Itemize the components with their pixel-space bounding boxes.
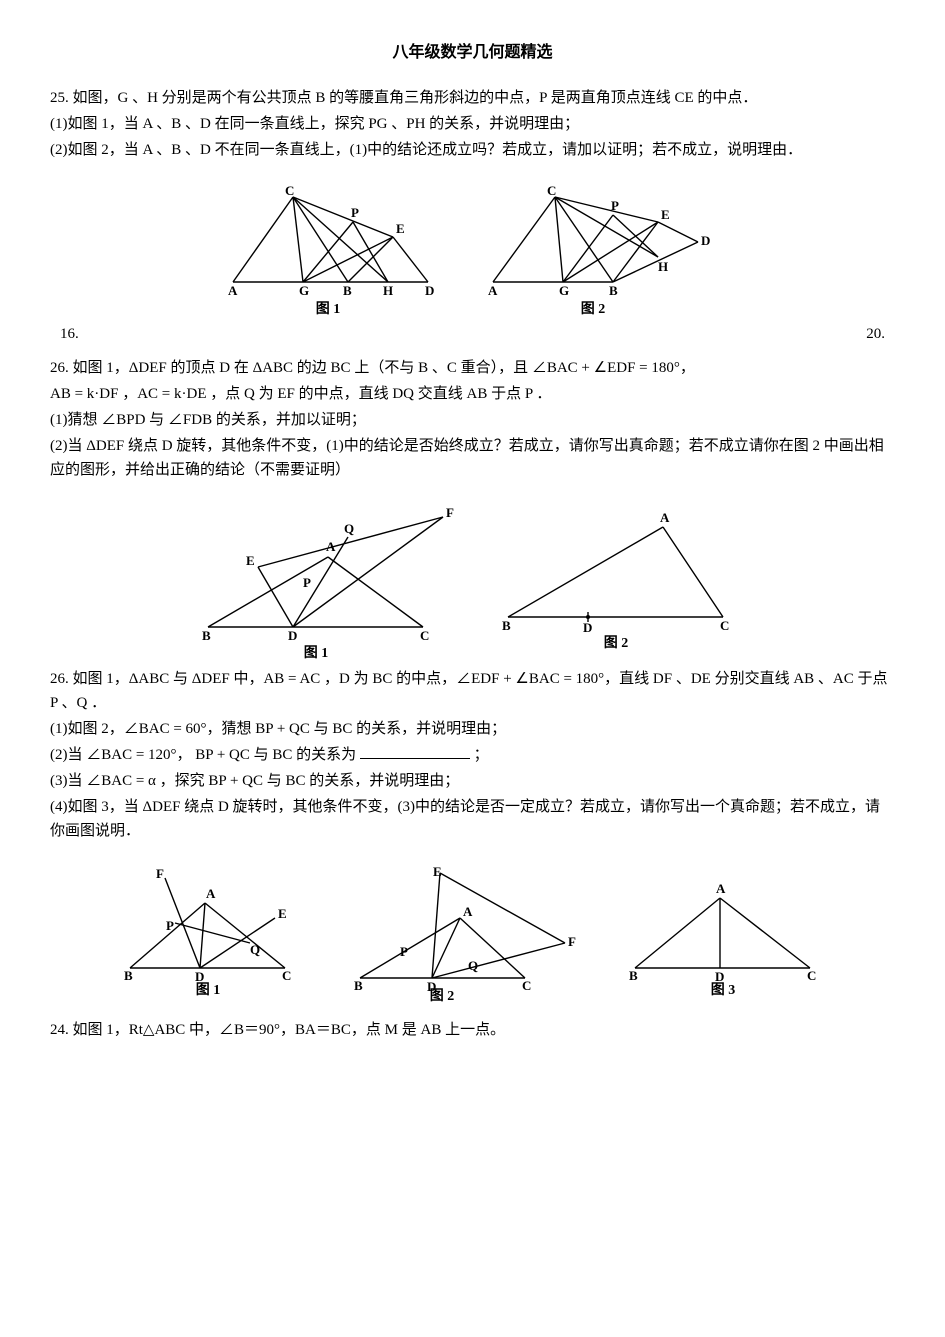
- svg-text:F: F: [568, 934, 576, 949]
- p25-line1: 25. 如图，G 、H 分别是两个有公共顶点 B 的等腰直角三角形斜边的中点，P…: [50, 86, 895, 110]
- svg-text:图 3: 图 3: [711, 982, 736, 998]
- page-title: 八年级数学几何题精选: [50, 40, 895, 66]
- svg-text:D: D: [701, 233, 710, 248]
- svg-text:Q: Q: [250, 942, 260, 957]
- svg-text:A: A: [716, 881, 726, 896]
- problem-26b: 26. 如图 1，ΔABC 与 ΔDEF 中，AB = AC ，D 为 BC 的…: [50, 667, 895, 843]
- figure-26b-3: B D C A 图 3: [625, 868, 825, 998]
- side-numbers: 16. 20.: [60, 322, 885, 346]
- svg-text:B: B: [354, 978, 363, 993]
- svg-text:B: B: [629, 968, 638, 983]
- p26b-line3: (2)当 ∠BAC = 120°， BP + QC 与 BC 的关系为 ；: [50, 743, 895, 767]
- svg-text:F: F: [446, 505, 454, 520]
- svg-text:P: P: [611, 198, 619, 213]
- svg-text:F: F: [156, 866, 164, 881]
- figure-25-1: A G B H D C P E 图 1: [223, 187, 453, 317]
- svg-text:图 2: 图 2: [603, 635, 628, 651]
- p26a-line1: 26. 如图 1，ΔDEF 的顶点 D 在 ΔABC 的边 BC 上（不与 B …: [50, 356, 895, 380]
- svg-text:Q: Q: [344, 521, 354, 536]
- svg-text:D: D: [288, 628, 297, 643]
- svg-text:图 1: 图 1: [303, 645, 328, 661]
- p26b-line4: (3)当 ∠BAC = α ，探究 BP + QC 与 BC 的关系，并说明理由…: [50, 769, 895, 793]
- problem-26a: 26. 如图 1，ΔDEF 的顶点 D 在 ΔABC 的边 BC 上（不与 B …: [50, 356, 895, 482]
- problem-24: 24. 如图 1，Rt△ABC 中，∠B＝90°，BA＝BC，点 M 是 AB …: [50, 1018, 895, 1042]
- p26b-line5: (4)如图 3，当 ΔDEF 绕点 D 旋转时，其他条件不变，(3)中的结论是否…: [50, 795, 895, 843]
- svg-text:图 1: 图 1: [315, 301, 340, 317]
- svg-text:C: C: [720, 618, 729, 633]
- svg-text:P: P: [166, 918, 174, 933]
- svg-text:Q: Q: [468, 958, 478, 973]
- figure-row-26a: B D C A P E Q F 图 1 B D C A 图 2: [50, 507, 895, 662]
- svg-text:C: C: [420, 628, 429, 643]
- figure-26b-2: B D C A P Q E F 图 2: [350, 868, 580, 1003]
- svg-text:D: D: [195, 969, 204, 984]
- svg-text:A: A: [206, 886, 216, 901]
- svg-text:E: E: [433, 864, 442, 879]
- figure-26b-1: B D C A P Q F E 图 1: [120, 868, 305, 998]
- svg-text:A: A: [228, 283, 238, 298]
- svg-text:P: P: [303, 575, 311, 590]
- svg-text:C: C: [285, 183, 294, 198]
- svg-text:H: H: [658, 259, 668, 274]
- svg-text:B: B: [609, 283, 618, 298]
- svg-text:E: E: [661, 207, 670, 222]
- side-num-left: 16.: [60, 322, 79, 346]
- svg-text:D: D: [715, 969, 724, 984]
- svg-text:A: A: [488, 283, 498, 298]
- svg-text:C: C: [807, 968, 816, 983]
- svg-text:A: A: [660, 510, 670, 525]
- svg-text:A: A: [463, 904, 473, 919]
- svg-text:B: B: [124, 968, 133, 983]
- svg-text:H: H: [383, 283, 393, 298]
- figure-26a-1: B D C A P E Q F 图 1: [198, 507, 468, 662]
- svg-text:C: C: [522, 978, 531, 993]
- svg-text:G: G: [299, 283, 309, 298]
- p26a-line2: AB = k·DF ，AC = k·DE ，点 Q 为 EF 的中点，直线 DQ…: [50, 382, 895, 406]
- svg-text:P: P: [351, 205, 359, 220]
- p26b-line2: (1)如图 2，∠BAC = 60°，猜想 BP + QC 与 BC 的关系，并…: [50, 717, 895, 741]
- p26b-line1: 26. 如图 1，ΔABC 与 ΔDEF 中，AB = AC ，D 为 BC 的…: [50, 667, 895, 715]
- svg-text:图 2: 图 2: [580, 301, 605, 317]
- svg-text:B: B: [202, 628, 211, 643]
- svg-text:D: D: [425, 283, 434, 298]
- svg-text:B: B: [343, 283, 352, 298]
- side-num-right: 20.: [866, 322, 885, 346]
- blank-fill[interactable]: [360, 743, 470, 759]
- svg-text:E: E: [396, 221, 405, 236]
- p26b-line3a: (2)当 ∠BAC = 120°， BP + QC 与 BC 的关系为: [50, 747, 356, 763]
- p26a-line3: (1)猜想 ∠BPD 与 ∠FDB 的关系，并加以证明；: [50, 408, 895, 432]
- figure-row-25: A G B H D C P E 图 1 A G B C P E: [50, 187, 895, 317]
- svg-text:E: E: [246, 553, 255, 568]
- svg-text:C: C: [282, 968, 291, 983]
- svg-text:图 2: 图 2: [430, 988, 455, 1004]
- figure-25-2: A G B C P E H D 图 2: [483, 187, 723, 317]
- svg-text:G: G: [559, 283, 569, 298]
- svg-text:P: P: [400, 944, 408, 959]
- p26a-line4: (2)当 ΔDEF 绕点 D 旋转，其他条件不变，(1)中的结论是否始终成立？若…: [50, 434, 895, 482]
- svg-text:B: B: [502, 618, 511, 633]
- svg-text:A: A: [326, 539, 336, 554]
- svg-text:D: D: [583, 620, 592, 635]
- problem-25: 25. 如图，G 、H 分别是两个有公共顶点 B 的等腰直角三角形斜边的中点，P…: [50, 86, 895, 162]
- svg-text:图 1: 图 1: [196, 982, 221, 998]
- p24-line1: 24. 如图 1，Rt△ABC 中，∠B＝90°，BA＝BC，点 M 是 AB …: [50, 1018, 895, 1042]
- svg-text:C: C: [547, 183, 556, 198]
- p25-line3: (2)如图 2，当 A 、B 、D 不在同一条直线上，(1)中的结论还成立吗？若…: [50, 138, 895, 162]
- p25-line2: (1)如图 1，当 A 、B 、D 在同一条直线上，探究 PG 、PH 的关系，…: [50, 112, 895, 136]
- p26b-line3b: ；: [474, 747, 489, 763]
- figure-26a-2: B D C A 图 2: [498, 507, 748, 652]
- svg-text:E: E: [278, 906, 287, 921]
- figure-row-26b: B D C A P Q F E 图 1 B D C A P Q E F 图 2 …: [50, 868, 895, 1003]
